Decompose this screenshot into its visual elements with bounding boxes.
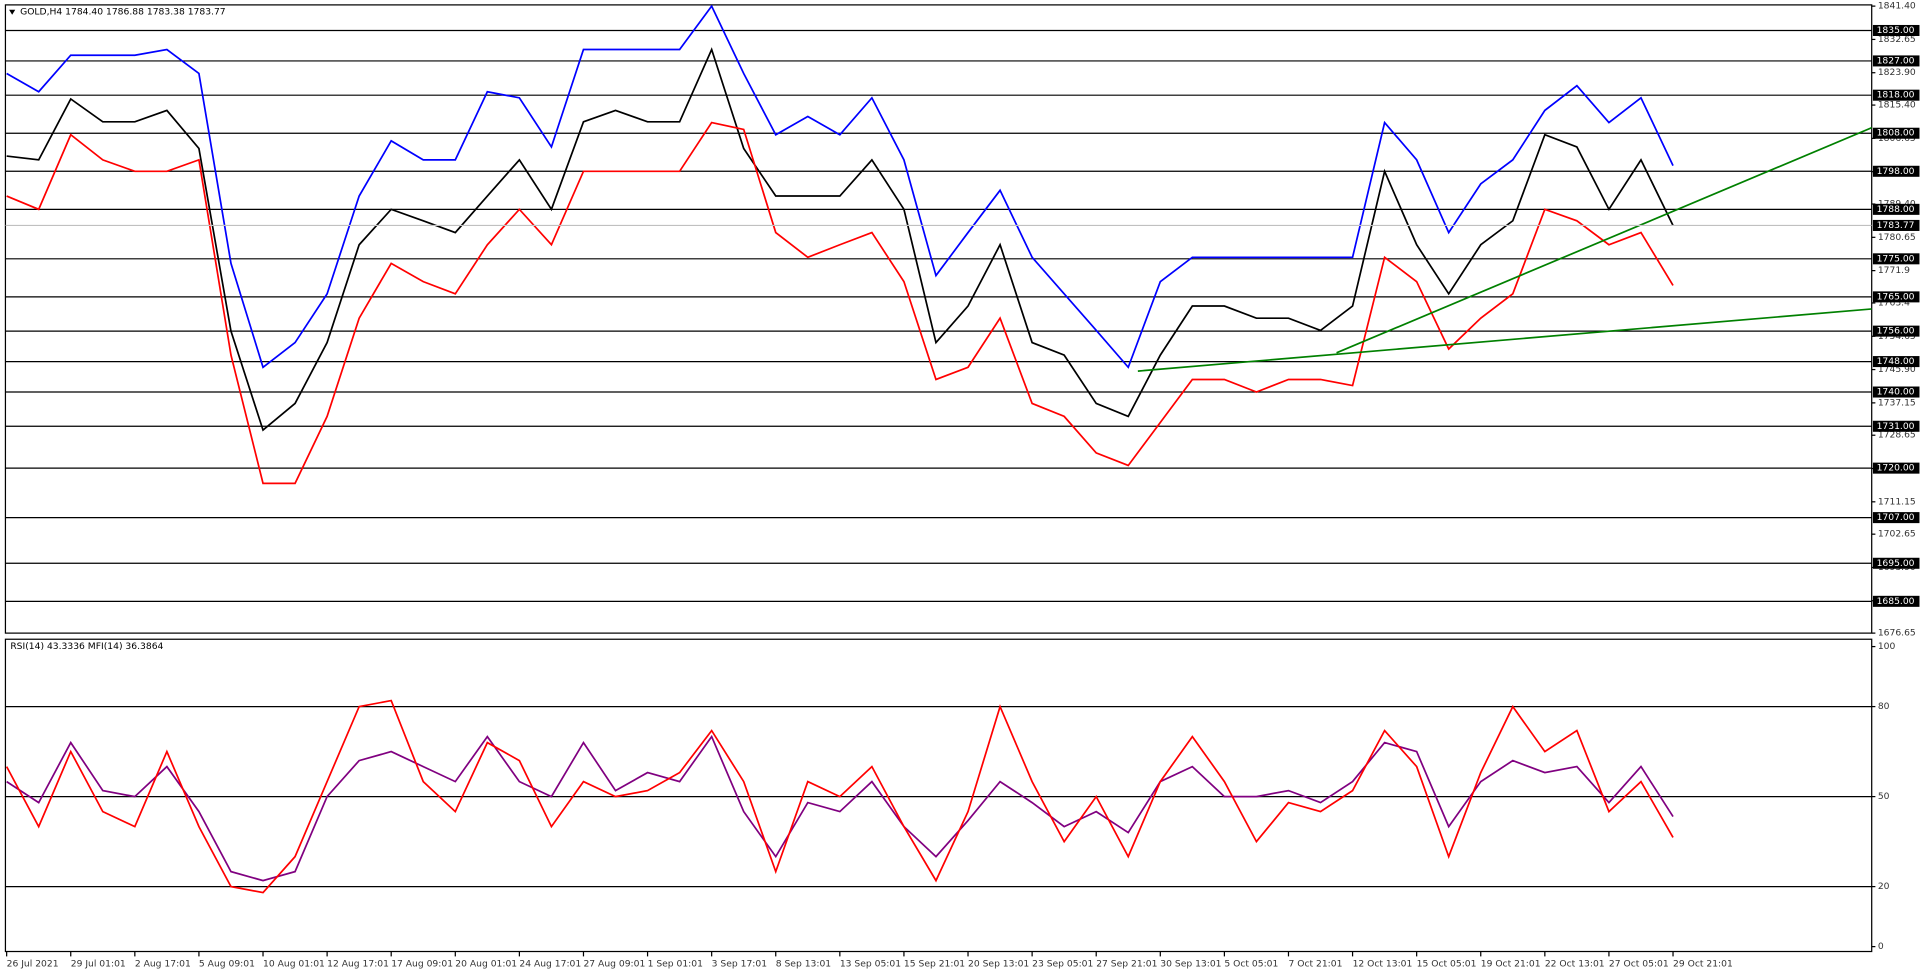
level-label-box xyxy=(1872,89,1920,101)
y-tick-label: 1745.90 xyxy=(1878,364,1916,375)
level-label: 1775.00 xyxy=(1877,253,1915,264)
level-label-box xyxy=(1872,557,1920,569)
y-tick-label: 1737.15 xyxy=(1878,397,1916,408)
level-label-box xyxy=(1872,203,1920,215)
level-label-box xyxy=(1872,462,1920,474)
level-label-box xyxy=(1872,291,1920,303)
level-label-box xyxy=(1872,325,1920,337)
level-label: 1827.00 xyxy=(1877,55,1915,66)
level-label-box xyxy=(1872,595,1920,607)
x-tick-label: 12 Oct 13:01 xyxy=(1353,958,1413,969)
x-tick-label: 13 Sep 05:01 xyxy=(840,958,901,969)
x-tick-label: 2 Aug 17:01 xyxy=(135,958,191,969)
y-tick-label: 1702.65 xyxy=(1878,529,1916,540)
indicator-title: RSI(14) 43.3336 MFI(14) 36.3864 xyxy=(10,641,163,652)
x-tick-label: 5 Aug 09:01 xyxy=(199,958,255,969)
price-title: GOLD,H4 1784.40 1786.88 1783.38 1783.77 xyxy=(20,7,226,18)
level-label: 1756.00 xyxy=(1877,326,1915,337)
level-label-box xyxy=(1872,386,1920,398)
level-label: 1685.00 xyxy=(1877,596,1915,607)
x-tick-label: 29 Jul 01:01 xyxy=(71,958,126,969)
trend-line xyxy=(1336,126,1872,354)
y-tick-label: 1728.65 xyxy=(1878,430,1916,441)
axes: 1841.401832.651823.901815.401806.651797.… xyxy=(6,1,1920,969)
level-label: 1788.00 xyxy=(1877,204,1915,215)
y-tick-label: 1841.40 xyxy=(1878,1,1916,12)
trend-line xyxy=(1137,308,1872,372)
level-label-box xyxy=(1872,253,1920,265)
y-tick-label: 50 xyxy=(1878,791,1890,802)
level-label: 1818.00 xyxy=(1877,90,1915,101)
level-label-box xyxy=(1872,512,1920,524)
x-tick-label: 15 Oct 05:01 xyxy=(1417,958,1477,969)
y-tick-label: 0 xyxy=(1878,941,1884,952)
level-label: 1808.00 xyxy=(1877,128,1915,139)
x-tick-label: 8 Sep 13:01 xyxy=(776,958,831,969)
y-tick-label: 1832.65 xyxy=(1878,34,1916,45)
level-label: 1731.00 xyxy=(1877,421,1915,432)
x-tick-label: 7 Oct 21:01 xyxy=(1288,958,1342,969)
x-tick-label: 17 Aug 09:01 xyxy=(391,958,453,969)
y-tick-label: 1780.65 xyxy=(1878,232,1916,243)
current-price-label: 1783.77 xyxy=(1877,220,1915,231)
x-tick-label: 3 Sep 17:01 xyxy=(712,958,767,969)
series-line xyxy=(6,47,1674,432)
y-tick-label: 1763.4 xyxy=(1878,297,1910,308)
x-tick-label: 27 Oct 05:01 xyxy=(1609,958,1669,969)
x-tick-label: 5 Oct 05:01 xyxy=(1224,958,1278,969)
level-label-box xyxy=(1872,127,1920,139)
y-tick-label: 1676.65 xyxy=(1878,628,1916,639)
x-tick-label: 12 Aug 17:01 xyxy=(327,958,389,969)
x-tick-label: 23 Sep 05:01 xyxy=(1032,958,1093,969)
level-label-box xyxy=(1872,420,1920,432)
x-tick-label: 24 Aug 17:01 xyxy=(519,958,581,969)
level-label: 1765.00 xyxy=(1877,291,1915,302)
level-label: 1798.00 xyxy=(1877,166,1915,177)
x-tick-label: 10 Aug 01:01 xyxy=(263,958,325,969)
y-tick-label: 1711.15 xyxy=(1878,496,1916,507)
y-tick-label: 1823.90 xyxy=(1878,67,1916,78)
y-tick-label: 80 xyxy=(1878,701,1890,712)
price-plot xyxy=(5,4,1872,602)
x-tick-label: 30 Sep 13:01 xyxy=(1160,958,1221,969)
x-tick-label: 19 Oct 21:01 xyxy=(1481,958,1541,969)
series-line xyxy=(5,699,1674,894)
x-tick-label: 29 Oct 21:01 xyxy=(1673,958,1733,969)
x-tick-label: 26 Jul 2021 xyxy=(7,958,59,969)
x-tick-label: 27 Aug 09:01 xyxy=(583,958,645,969)
x-tick-label: 22 Oct 13:01 xyxy=(1545,958,1605,969)
level-label: 1835.00 xyxy=(1877,25,1915,36)
level-label: 1740.00 xyxy=(1877,387,1915,398)
level-label-box xyxy=(1872,356,1920,368)
current-price-box xyxy=(1872,219,1920,231)
menu-arrow[interactable] xyxy=(9,9,16,15)
x-tick-label: 20 Aug 01:01 xyxy=(455,958,517,969)
level-label: 1720.00 xyxy=(1877,463,1915,474)
indicator-plot xyxy=(5,699,1872,894)
series-line xyxy=(6,734,1674,882)
y-tick-label: 20 xyxy=(1878,881,1890,892)
x-tick-label: 20 Sep 13:01 xyxy=(968,958,1029,969)
x-tick-label: 15 Sep 21:01 xyxy=(904,958,965,969)
level-label-box xyxy=(1872,165,1920,177)
level-label-box xyxy=(1872,24,1920,36)
y-tick-label: 100 xyxy=(1878,641,1896,652)
y-tick-label: 1815.40 xyxy=(1878,100,1916,111)
series-line xyxy=(6,121,1674,485)
level-label: 1748.00 xyxy=(1877,356,1915,367)
level-label: 1695.00 xyxy=(1877,558,1915,569)
series-line xyxy=(6,4,1674,369)
price-panel-frame xyxy=(4,4,1873,634)
level-label-box xyxy=(1872,55,1920,67)
x-tick-label: 1 Sep 01:01 xyxy=(648,958,703,969)
level-label: 1707.00 xyxy=(1877,512,1915,523)
x-tick-label: 27 Sep 21:01 xyxy=(1096,958,1157,969)
indicator-panel-frame xyxy=(4,638,1873,953)
y-tick-label: 1771.9 xyxy=(1878,265,1910,276)
